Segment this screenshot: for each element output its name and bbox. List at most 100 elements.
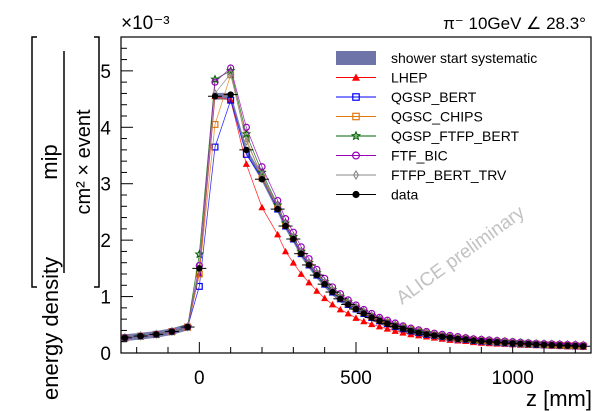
- data-point: [375, 322, 384, 330]
- data-point: [360, 317, 368, 325]
- axes: 0 500 1000 0 1 2 3 4 5: [100, 47, 576, 389]
- data-point: [517, 340, 524, 347]
- unit-denominator: cm² × event: [73, 109, 95, 214]
- legend-marker: [352, 112, 360, 121]
- legend-marker: [352, 151, 361, 160]
- data-point: [540, 341, 548, 349]
- y-tick-label: 0: [100, 344, 111, 365]
- data-point: [258, 175, 266, 183]
- data-point: [321, 280, 328, 288]
- data-point: [564, 342, 571, 349]
- data-point: [194, 249, 205, 259]
- data-point: [184, 323, 191, 331]
- data-point: [305, 261, 313, 269]
- legend-label: data: [391, 187, 418, 203]
- data-point: [344, 309, 352, 317]
- y-axis-label: energy density: [38, 257, 63, 400]
- data-point: [305, 278, 313, 286]
- data-point: [121, 334, 129, 342]
- data-point: [168, 328, 176, 335]
- data-point: [258, 203, 266, 211]
- data-point: [329, 288, 336, 296]
- data-point: [281, 247, 290, 255]
- unit-right-bracket: [94, 36, 100, 288]
- data-point: [446, 334, 454, 342]
- data-point: [227, 69, 234, 79]
- legend-entry: QGSP_BERT: [336, 89, 477, 105]
- data-point: [572, 342, 579, 350]
- legend-entry: QGSC_CHIPS: [336, 109, 483, 125]
- data-point: [297, 270, 305, 277]
- x-tick-label: 500: [340, 368, 372, 389]
- legend-entry: QGSP_FTFP_BERT: [336, 128, 520, 144]
- data-point: [153, 331, 160, 338]
- series-data: [121, 91, 591, 350]
- data-point: [344, 301, 352, 308]
- data-point: [478, 337, 485, 345]
- data-point: [399, 329, 407, 336]
- data-point: [211, 93, 219, 100]
- x-tick-label: 1000: [492, 368, 534, 389]
- data-point: [383, 325, 391, 332]
- data-point: [290, 235, 297, 243]
- y-tick-label: 2: [100, 231, 111, 252]
- data-point: [289, 259, 297, 266]
- run-label: π⁻ 10GeV ∠ 28.3°: [443, 14, 586, 33]
- legend-marker: [352, 169, 360, 181]
- legend-entry: data: [336, 187, 418, 203]
- y-tick-label: 4: [100, 118, 111, 139]
- data-point: [313, 271, 321, 279]
- data-point: [423, 331, 430, 338]
- y-axis-label-text: energy density: [38, 257, 63, 400]
- data-point: [368, 314, 375, 321]
- data-point: [391, 323, 399, 330]
- data-point: [274, 205, 281, 213]
- data-point: [548, 341, 556, 349]
- data-point: [532, 341, 540, 348]
- data-point: [462, 336, 469, 343]
- data-point: [470, 337, 477, 344]
- data-point: [431, 332, 438, 339]
- data-point: [211, 78, 219, 86]
- data-point: [337, 295, 344, 303]
- data-point: [210, 74, 220, 84]
- y-multiplier: ×10⁻³: [121, 13, 170, 34]
- legend-marker: [350, 130, 362, 141]
- unit-numerator: mip: [37, 144, 62, 179]
- x-tick-label: 0: [194, 368, 205, 389]
- legend-label: shower start systematic: [391, 50, 537, 66]
- data-point: [328, 300, 337, 308]
- legend-marker: [352, 190, 360, 199]
- data-point: [274, 230, 282, 238]
- data-point: [336, 305, 344, 313]
- data-point: [368, 320, 376, 328]
- legend: shower start systematic LHEP QGSP_BERT QGSC…: [336, 50, 537, 203]
- data-point: [211, 143, 219, 151]
- legend-entry: shower start systematic: [336, 50, 537, 66]
- legend-label: FTF_BIC: [391, 148, 448, 164]
- legend-label: QGSP_FTFP_BERT: [391, 128, 520, 144]
- data-point: [391, 327, 399, 334]
- legend-marker: [352, 73, 360, 81]
- data-point: [454, 335, 462, 343]
- data-point: [257, 167, 267, 177]
- legend-entry: FTF_BIC: [336, 148, 448, 164]
- legend-entry: FTFP_BERT_TRV: [336, 167, 507, 183]
- data-point: [360, 310, 368, 317]
- data-point: [258, 163, 266, 171]
- data-point: [241, 129, 252, 139]
- data-point: [137, 332, 144, 340]
- data-point: [501, 339, 509, 347]
- data-point: [243, 146, 250, 154]
- watermark: ALICE preliminary: [393, 202, 530, 309]
- data-point: [399, 325, 407, 332]
- legend-label: QGSP_BERT: [391, 89, 477, 105]
- data-point: [321, 294, 329, 302]
- data-point: [407, 327, 415, 335]
- y-tick-label: 5: [100, 62, 111, 83]
- data-point: [493, 339, 501, 346]
- data-point: [438, 333, 446, 340]
- unit-left-bracket: [31, 36, 37, 288]
- data-point: [556, 342, 563, 349]
- data-point: [579, 342, 587, 350]
